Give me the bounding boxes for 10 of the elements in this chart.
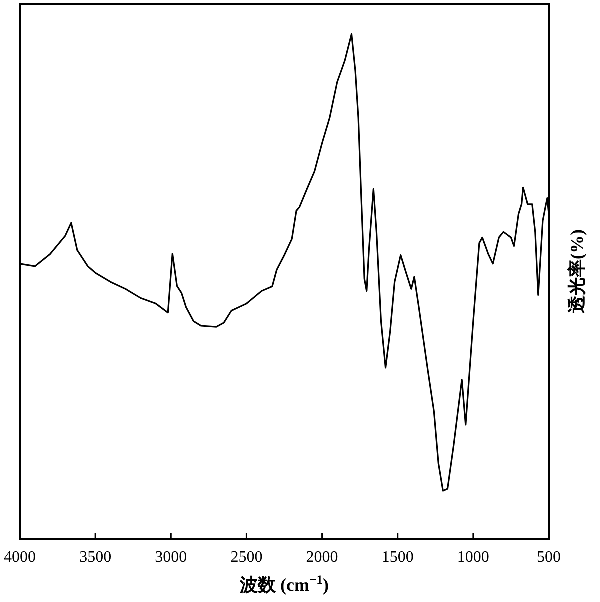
- x-tick-label: 1500: [382, 549, 414, 566]
- x-tick-label: 3500: [80, 549, 112, 566]
- x-tick-label: 1000: [457, 549, 490, 566]
- x-tick-label: 2000: [306, 549, 338, 566]
- x-tick-label: 500: [537, 549, 561, 566]
- x-tick-label: 3000: [155, 549, 188, 566]
- x-axis-title: 波数 (cm$^{−1}$): [239, 573, 329, 595]
- x-tick-label: 2500: [230, 549, 263, 566]
- x-tick-label: 4000: [4, 549, 36, 566]
- y-axis-title: 透光率(%): [567, 230, 587, 314]
